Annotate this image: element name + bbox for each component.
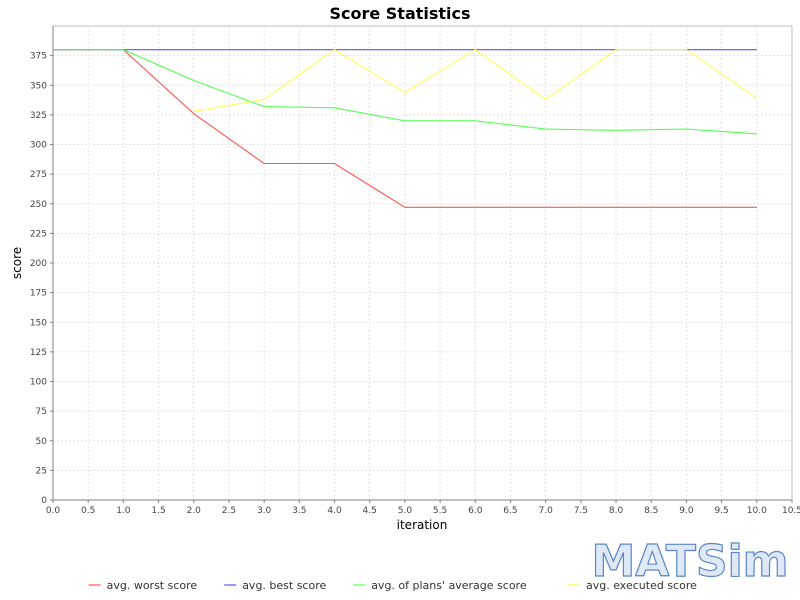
x-tick-label: 10.5 xyxy=(782,506,800,516)
x-tick-label: 6.5 xyxy=(503,506,517,516)
y-axis-label: score xyxy=(10,247,24,279)
x-tick-label: 5.0 xyxy=(398,506,413,516)
y-tick-label: 0 xyxy=(41,496,47,506)
y-tick-label: 200 xyxy=(30,259,47,269)
y-tick-label: 100 xyxy=(30,378,47,388)
series-line-avg-worst-score xyxy=(53,49,757,208)
y-tick-label: 175 xyxy=(30,289,47,299)
y-tick-label: 125 xyxy=(30,348,47,358)
x-tick-label: 10.0 xyxy=(747,506,767,516)
logo-text: MATSim xyxy=(591,536,788,587)
y-tick-label: 25 xyxy=(36,466,47,476)
x-tick-label: 2.0 xyxy=(187,506,202,516)
x-tick-label: 0.0 xyxy=(46,506,61,516)
x-tick-label: 8.5 xyxy=(644,506,658,516)
y-tick-label: 50 xyxy=(36,437,48,447)
chart-title: Score Statistics xyxy=(329,4,470,23)
legend-label: avg. of plans' average score xyxy=(371,579,527,592)
x-tick-label: 5.5 xyxy=(433,506,447,516)
legend-label: avg. worst score xyxy=(107,579,198,592)
x-tick-label: 1.0 xyxy=(116,506,131,516)
x-tick-label: 9.0 xyxy=(679,506,694,516)
x-tick-label: 6.0 xyxy=(468,506,483,516)
series-line-avg-executed-score xyxy=(193,49,758,112)
legend: avg. worst score avg. best score avg. of p… xyxy=(88,579,697,592)
y-tick-label: 350 xyxy=(30,81,47,91)
x-tick-label: 3.0 xyxy=(257,506,272,516)
y-tick-label: 225 xyxy=(30,229,47,239)
x-tick-label: 7.0 xyxy=(539,506,554,516)
series-line-avg-of-plans-average-score xyxy=(53,49,757,135)
x-tick-label: 1.5 xyxy=(151,506,165,516)
matsim-logo: MATSim xyxy=(591,535,789,587)
axes: 0.0 0.5 1.0 1.5 2.0 2.5 3.0 3.5 4.0 4.5 5.0 5.5 6.0 6… xyxy=(30,26,800,516)
y-tick-label: 75 xyxy=(36,407,47,417)
y-tick-label: 325 xyxy=(30,111,47,121)
grid-lines xyxy=(53,26,792,500)
x-tick-label: 4.0 xyxy=(327,506,342,516)
x-tick-label: 3.5 xyxy=(292,506,306,516)
y-tick-label: 300 xyxy=(30,141,47,151)
y-tick-label: 150 xyxy=(30,318,47,328)
x-tick-label: 2.5 xyxy=(222,506,236,516)
legend-label: avg. best score xyxy=(242,579,326,592)
series-lines xyxy=(53,49,758,208)
y-tick-label: 375 xyxy=(30,52,47,62)
x-tick-label: 9.5 xyxy=(714,506,728,516)
x-axis-label: iteration xyxy=(397,518,448,532)
x-tick-label: 0.5 xyxy=(81,506,95,516)
x-tick-label: 4.5 xyxy=(363,506,377,516)
x-tick-label: 7.5 xyxy=(574,506,588,516)
legend-label: avg. executed score xyxy=(586,579,697,592)
x-tick-label: 8.0 xyxy=(609,506,624,516)
y-tick-label: 275 xyxy=(30,170,47,180)
y-tick-label: 250 xyxy=(30,200,47,210)
